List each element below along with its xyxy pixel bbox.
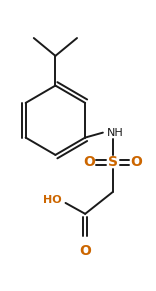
Text: NH: NH xyxy=(107,128,124,138)
Text: O: O xyxy=(130,155,142,169)
Text: HO: HO xyxy=(43,195,62,205)
Text: O: O xyxy=(83,155,95,169)
Text: O: O xyxy=(79,244,91,258)
Text: S: S xyxy=(108,155,118,169)
